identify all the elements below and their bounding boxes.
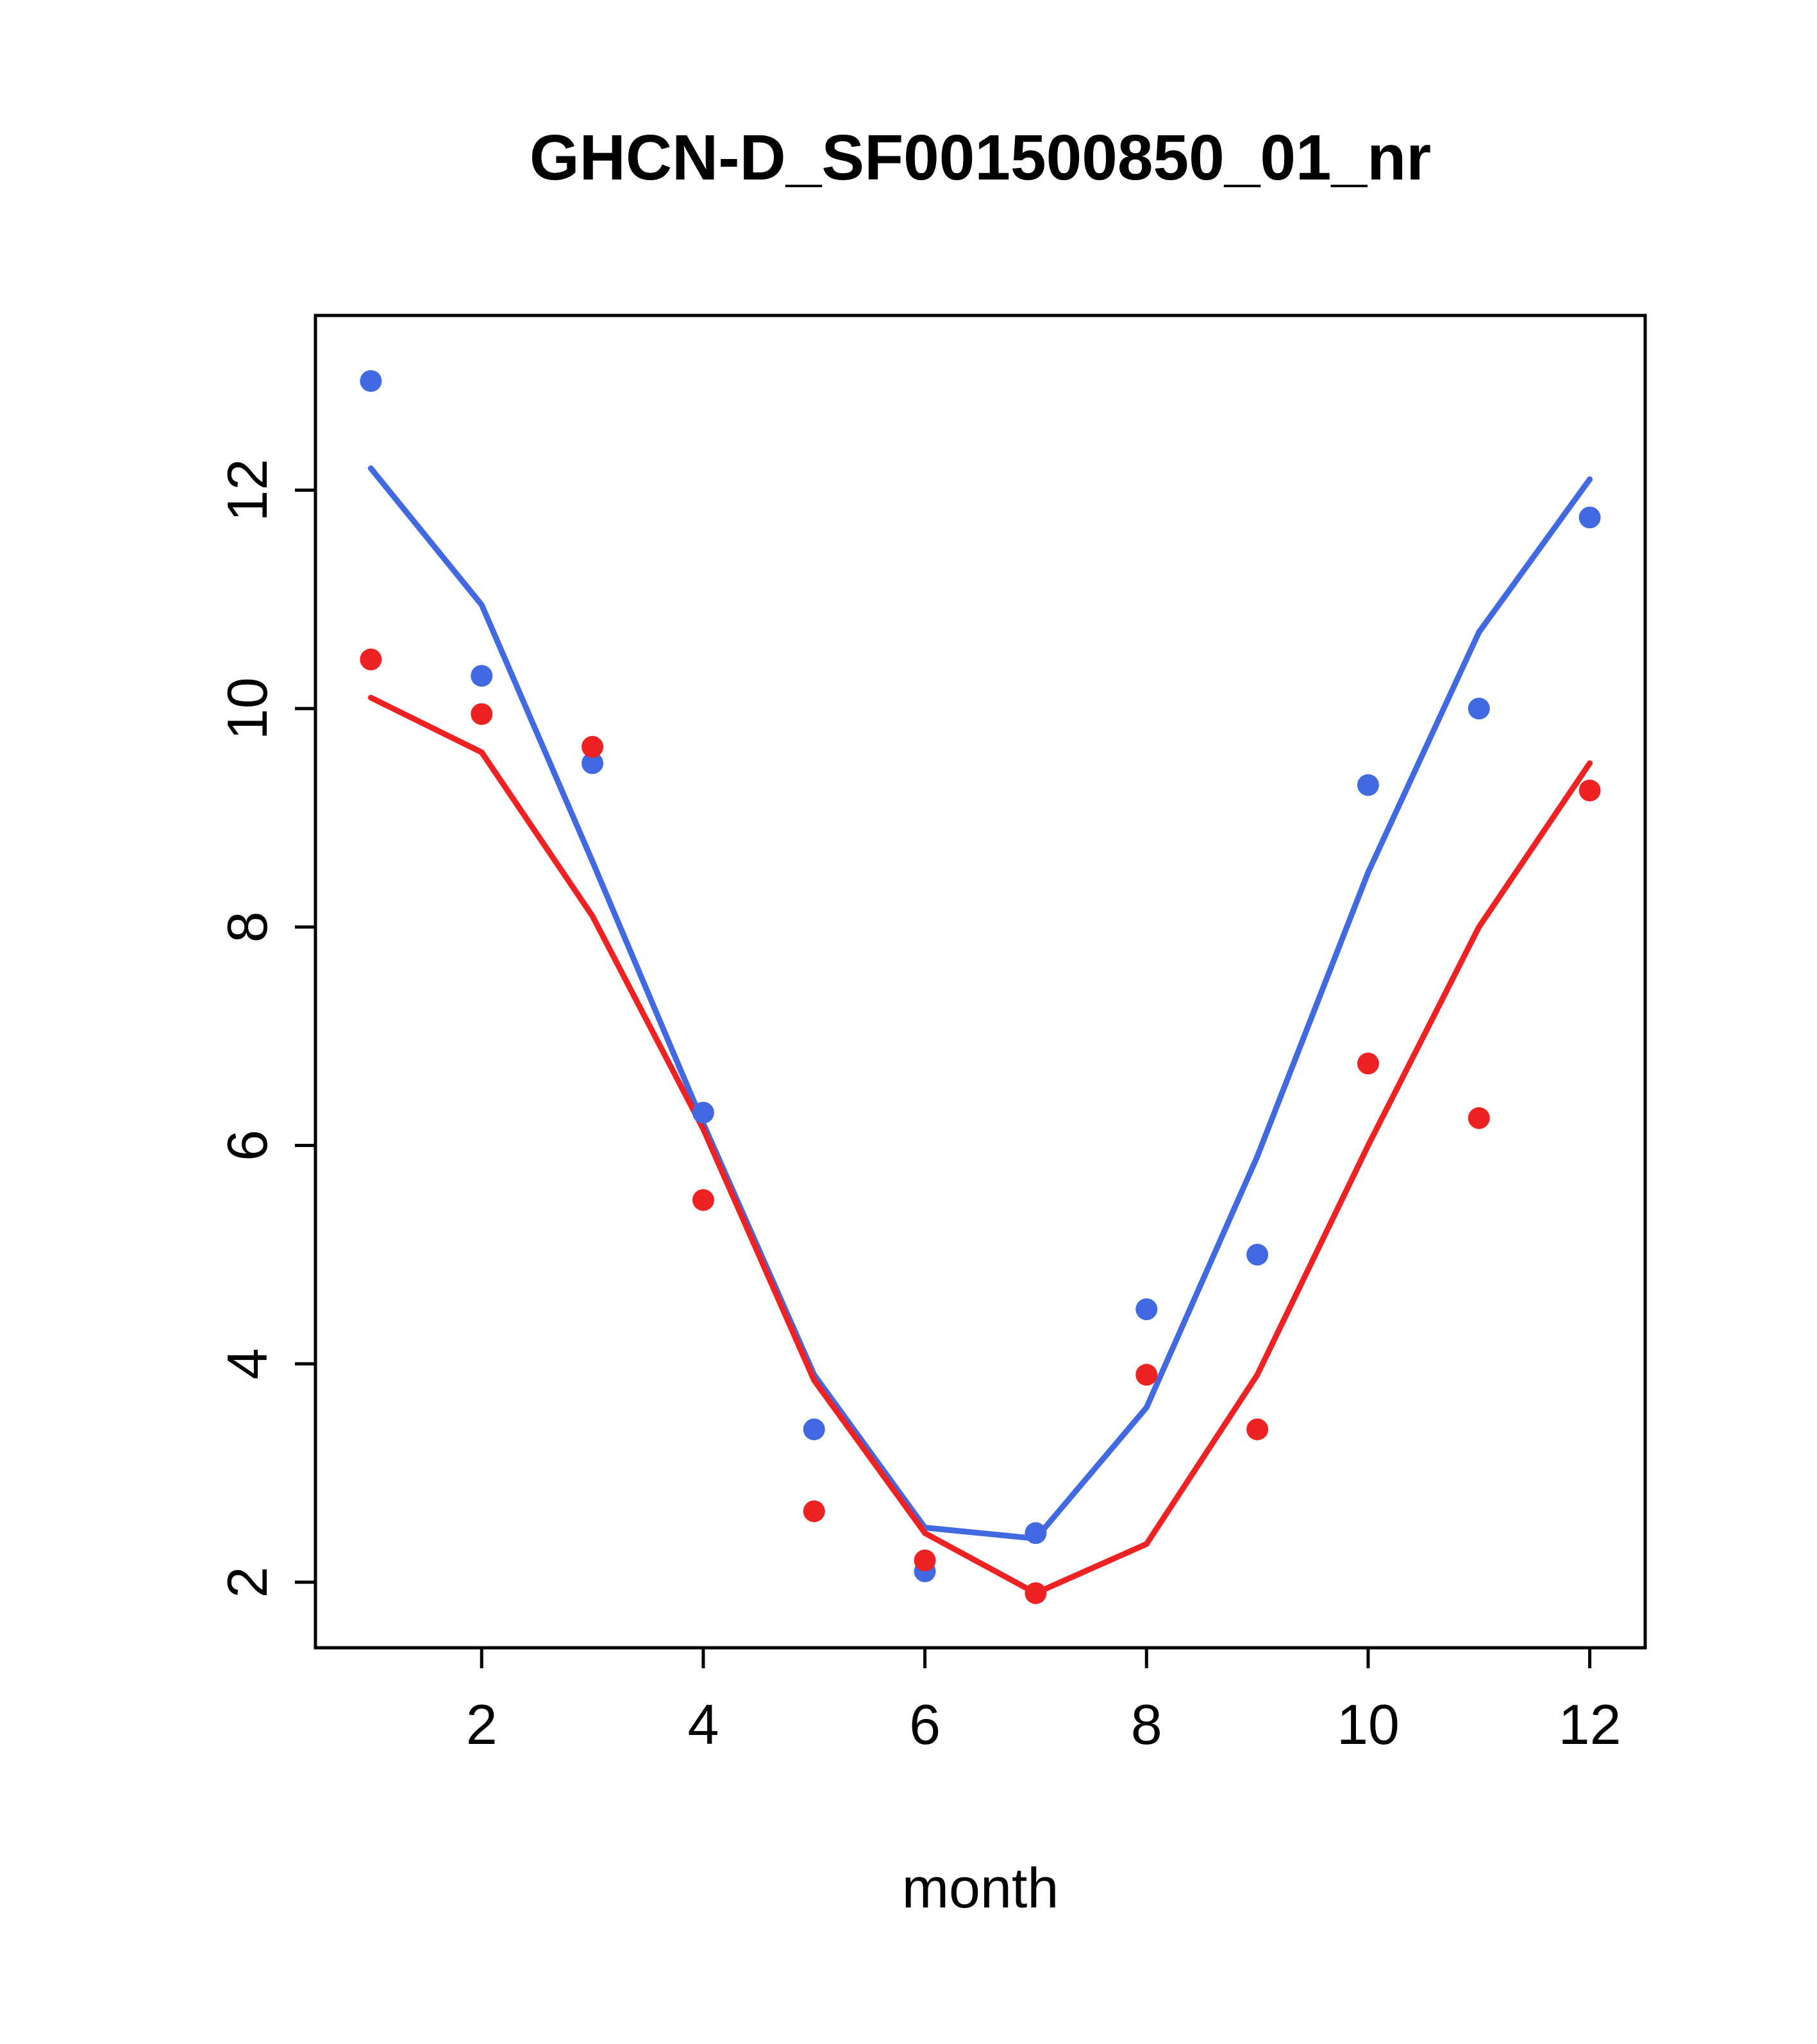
data-point-red-points <box>803 1500 825 1523</box>
data-point-blue-points <box>471 665 493 687</box>
y-tick-label: 4 <box>215 1348 279 1380</box>
data-point-red-points <box>1025 1582 1047 1604</box>
data-point-red-points <box>692 1189 714 1211</box>
data-point-red-points <box>1578 779 1601 801</box>
y-tick-label: 10 <box>215 677 279 740</box>
data-point-red-points <box>582 735 604 758</box>
data-point-red-points <box>360 648 382 671</box>
series-blue-line <box>367 465 1593 1542</box>
data-point-red-points <box>914 1549 936 1571</box>
data-point-red-points <box>471 703 493 725</box>
x-tick-label: 4 <box>687 1693 719 1756</box>
x-tick-label: 6 <box>909 1693 941 1756</box>
data-point-blue-points <box>1246 1243 1269 1266</box>
data-point-blue-points <box>1578 507 1601 529</box>
y-tick-label: 2 <box>215 1566 279 1598</box>
data-point-blue-points <box>1025 1522 1047 1545</box>
data-point-blue-points <box>1357 774 1379 796</box>
data-point-red-points <box>1246 1418 1269 1441</box>
data-point-red-points <box>1357 1052 1379 1075</box>
data-point-blue-points <box>582 752 604 775</box>
data-point-blue-points <box>360 370 382 392</box>
x-tick-label: 10 <box>1337 1693 1400 1756</box>
y-tick-label: 8 <box>215 911 279 942</box>
x-tick-label: 12 <box>1559 1693 1621 1756</box>
data-point-red-points <box>1468 1107 1490 1129</box>
data-point-red-points <box>1135 1364 1158 1386</box>
series-red-line <box>367 694 1593 1596</box>
data-point-blue-points <box>803 1418 825 1441</box>
chart-title: GHCN-D_SF001500850_01_nr <box>530 122 1431 194</box>
data-point-blue-points <box>1468 698 1490 720</box>
plot-layer: 2 4 6 8 10 12 2 4 6 8 10 12 <box>215 314 1647 1756</box>
y-tick-label: 6 <box>215 1130 279 1161</box>
plot-border <box>314 314 1647 1650</box>
data-point-blue-points <box>692 1102 714 1124</box>
x-tick-label: 8 <box>1131 1693 1162 1756</box>
y-tick-label: 12 <box>215 459 279 522</box>
x-axis-label: month <box>902 1856 1059 1920</box>
x-tick-label: 2 <box>466 1693 498 1756</box>
data-point-blue-points <box>1135 1298 1158 1320</box>
